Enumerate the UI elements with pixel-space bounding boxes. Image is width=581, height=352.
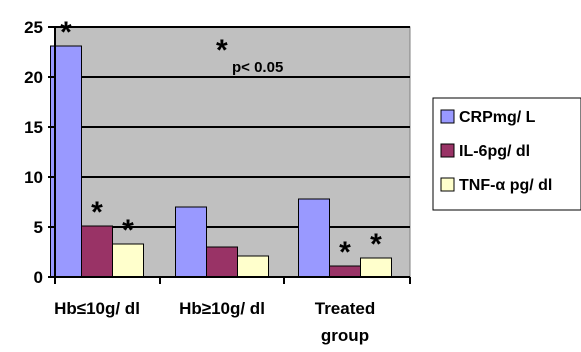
y-tick-label-25: 25 (24, 18, 43, 37)
y-tick-labels: 0 5 10 15 20 25 (24, 18, 43, 287)
bar-2-0 (112, 243, 144, 278)
bar-0-2 (298, 198, 330, 278)
legend-swatch-0 (440, 109, 455, 124)
significance-annotation: * p< 0.05 (216, 34, 283, 76)
y-tick-label-5: 5 (34, 218, 43, 237)
y-tick-label-15: 15 (24, 118, 43, 137)
y-tick-label-20: 20 (24, 68, 43, 87)
star-2-0: * (122, 214, 134, 247)
bar-1-0 (81, 225, 113, 278)
annotation-text: p< 0.05 (232, 59, 283, 76)
x-category-labels: Hb≤10g/ dl Hb≥10g/ dl Treated group (54, 299, 375, 345)
significance-stars: * * * * * (60, 16, 382, 269)
star-2-2: * (370, 228, 382, 261)
category-label-0-0: Hb≤10g/ dl (54, 299, 140, 318)
y-tick-label-10: 10 (24, 168, 43, 187)
category-label-2-0: Treated (315, 299, 375, 318)
axes (48, 26, 411, 284)
legend-swatch-2 (440, 177, 455, 192)
bar-2-1 (237, 255, 269, 278)
legend: CRPmg/ L IL-6pg/ dl TNF-α pg/ dl (432, 97, 581, 211)
gridlines (55, 26, 410, 228)
bar-1-1 (206, 246, 238, 278)
annotation-star: * (216, 34, 228, 67)
category-label-2-1: group (321, 326, 369, 345)
bar-0-1 (175, 206, 207, 278)
star-1-2: * (339, 236, 351, 269)
legend-swatch-1 (440, 143, 455, 158)
star-0-0: * (60, 16, 72, 49)
legend-label-1: IL-6pg/ dl (459, 143, 530, 160)
y-tick-label-0: 0 (34, 268, 43, 287)
star-1-0: * (91, 196, 103, 229)
plot-area (54, 26, 411, 278)
legend-label-0: CRPmg/ L (459, 109, 536, 126)
legend-box (432, 97, 581, 211)
legend-label-2: TNF-α pg/ dl (459, 177, 552, 194)
category-label-1-0: Hb≥10g/ dl (179, 299, 265, 318)
